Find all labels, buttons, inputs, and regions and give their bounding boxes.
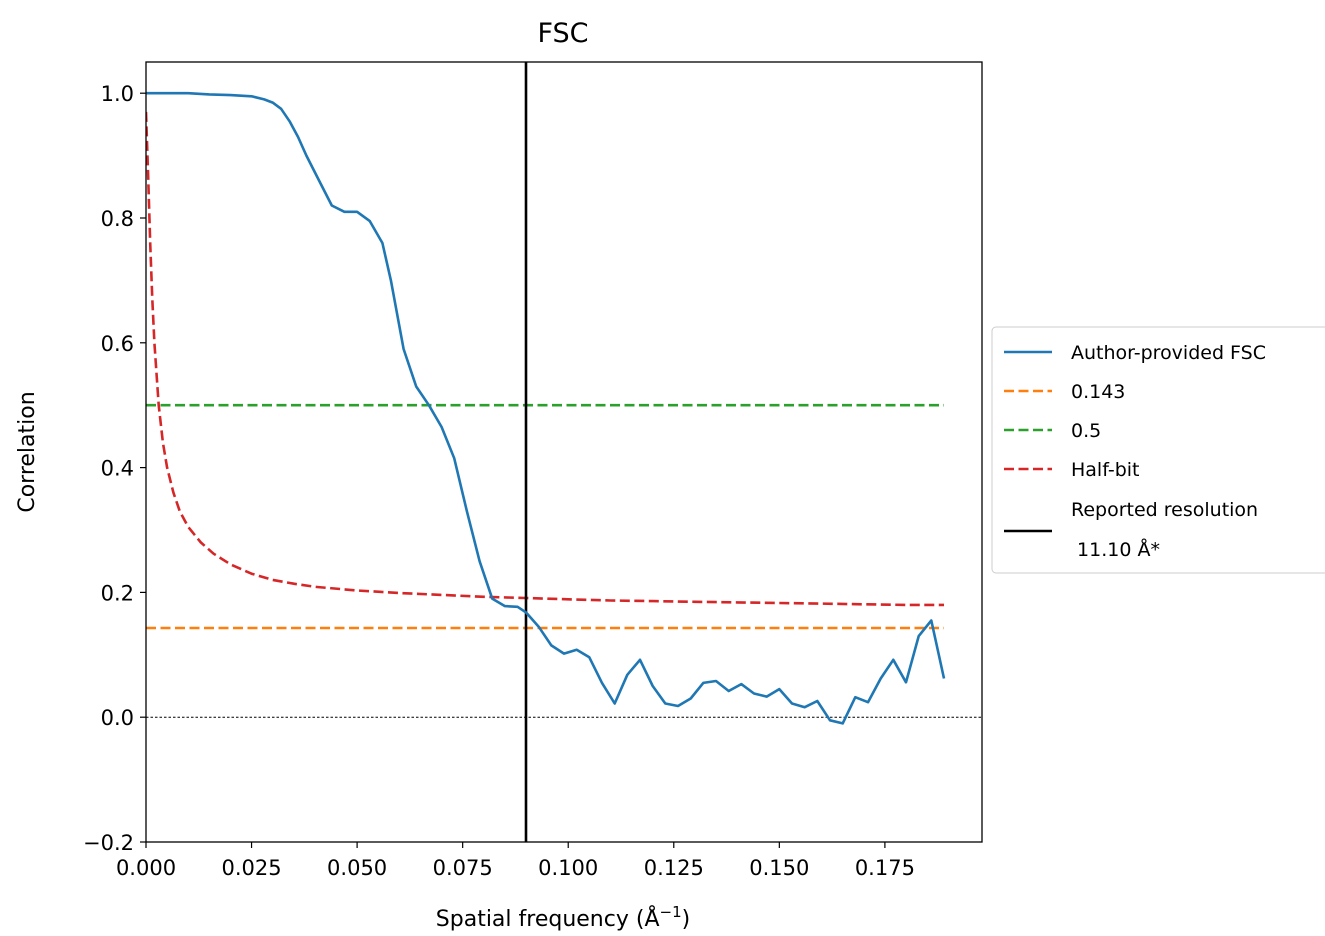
legend-label: 0.5: [1071, 420, 1101, 442]
series-layer: [146, 62, 982, 842]
legend-label: 0.143: [1071, 381, 1125, 403]
legend: Author-provided FSC 0.143 0.5 Half-bit Repor…: [991, 326, 1325, 574]
y-tick-label: 0.6: [101, 332, 134, 356]
chart-title: FSC: [537, 18, 588, 49]
x-tick-label: 0.150: [749, 856, 809, 880]
x-tick-label: 0.000: [116, 856, 176, 880]
y-axis: −0.2 0.0 0.2 0.4 0.6 0.8 1.0: [83, 82, 146, 855]
y-tick-label: 0.0: [101, 706, 134, 730]
y-tick-label: 0.4: [101, 457, 134, 481]
x-tick-label: 0.025: [221, 856, 281, 880]
legend-box: [991, 326, 1325, 574]
x-tick-label: 0.175: [855, 856, 915, 880]
y-tick-label: 0.2: [101, 581, 134, 605]
legend-label: Reported resolution: [1071, 499, 1258, 521]
y-tick-label: 0.8: [101, 207, 134, 231]
x-axis-label: Spatial frequency (Å−1): [436, 903, 690, 932]
y-tick-label: −0.2: [83, 831, 134, 855]
legend-label: Half-bit: [1071, 459, 1140, 481]
y-tick-label: 1.0: [101, 82, 134, 106]
legend-label: Author-provided FSC: [1071, 342, 1266, 364]
plot-frame: [145, 61, 983, 843]
series-author-provided-fsc: [146, 91, 946, 725]
x-tick-label: 0.100: [538, 856, 598, 880]
x-axis: 0.000 0.025 0.050 0.075 0.100 0.125 0.150 0.175: [116, 842, 915, 880]
series-half-bit: [146, 111, 944, 607]
x-tick-label: 0.075: [433, 856, 493, 880]
x-tick-label: 0.050: [327, 856, 387, 880]
y-axis-label: Correlation: [15, 391, 40, 512]
x-tick-label: 0.125: [644, 856, 704, 880]
legend-label-line2: 11.10 Å*: [1071, 538, 1160, 561]
plot-area: [146, 62, 982, 842]
